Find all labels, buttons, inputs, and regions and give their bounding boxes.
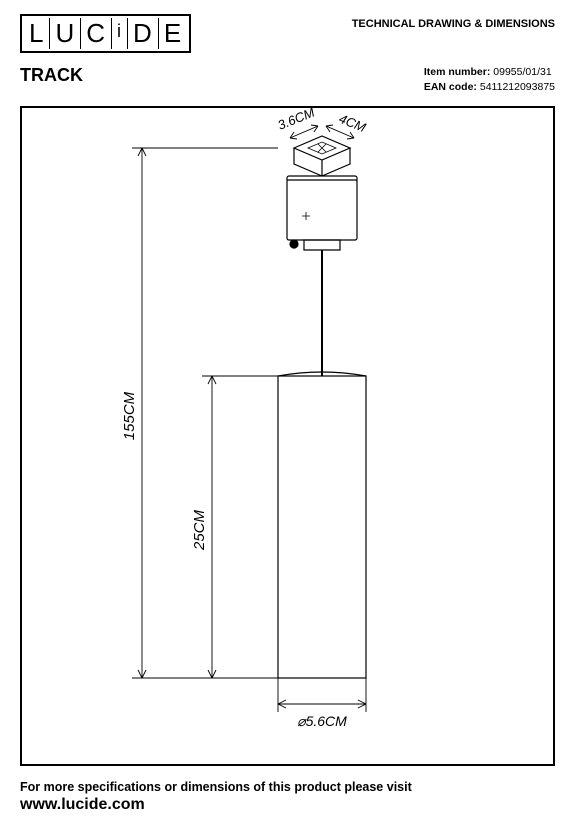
dim-total-height: 155CM [121,392,138,441]
dim-diameter: ⌀5.6CM [297,713,347,729]
item-number-row: Item number: 09955/01/31 [424,65,555,80]
housing [287,176,357,250]
header: L U C i D E TECHNICAL DRAWING & DIMENSIO… [0,0,575,59]
total-height-dimension [132,148,278,678]
logo-letter: D [128,18,159,49]
logo-letter: C [81,18,112,49]
track-connector [294,136,350,176]
logo-letter: U [50,18,81,49]
technical-drawing: 3.6CM 4CM 155CM 25CM ⌀5.6CM [22,108,553,764]
item-number-value: 09955/01/31 [493,66,551,78]
dim-top-width: 4CM [337,111,368,135]
logo-letter: E [159,18,187,49]
logo-letter: i [112,18,128,49]
item-number-label: Item number: [424,66,491,78]
subheader: TRACK Item number: 09955/01/31 EAN code:… [0,59,575,100]
ean-row: EAN code: 5411212093875 [424,80,555,95]
item-info: Item number: 09955/01/31 EAN code: 54112… [424,65,555,94]
footer-url: www.lucide.com [20,796,555,814]
diameter-dimension [278,678,366,712]
technical-drawing-frame: 3.6CM 4CM 155CM 25CM ⌀5.6CM [20,106,555,766]
footer: For more specifications or dimensions of… [0,766,575,814]
footer-text: For more specifications or dimensions of… [20,780,412,794]
brand-logo: L U C i D E [20,14,191,53]
lamp-shade [278,372,366,678]
header-title: TECHNICAL DRAWING & DIMENSIONS [352,14,555,30]
ean-value: 5411212093875 [480,81,555,93]
shade-height-dimension [202,376,278,678]
ean-label: EAN code: [424,81,477,93]
product-name: TRACK [20,65,83,94]
dim-shade-height: 25CM [191,510,208,552]
logo-letter: L [24,18,50,49]
